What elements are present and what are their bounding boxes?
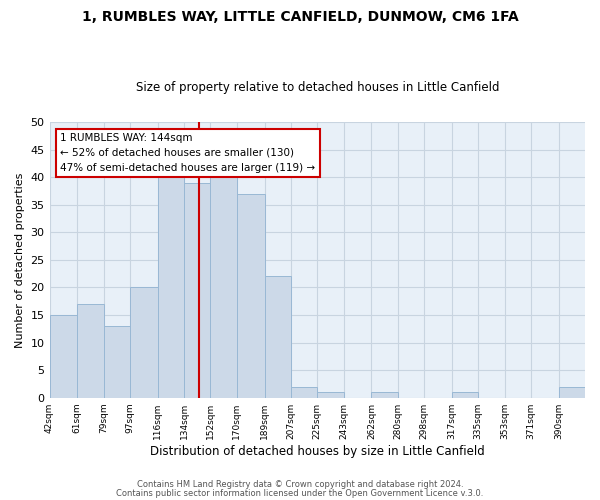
Bar	[158, 172, 184, 398]
Bar	[130, 288, 158, 398]
Bar	[211, 166, 237, 398]
Y-axis label: Number of detached properties: Number of detached properties	[15, 172, 25, 348]
Text: 1 RUMBLES WAY: 144sqm
← 52% of detached houses are smaller (130)
47% of semi-det: 1 RUMBLES WAY: 144sqm ← 52% of detached …	[60, 133, 316, 172]
Bar	[50, 315, 77, 398]
Text: Contains HM Land Registry data © Crown copyright and database right 2024.: Contains HM Land Registry data © Crown c…	[137, 480, 463, 489]
Bar	[265, 276, 291, 398]
Bar	[291, 386, 317, 398]
Title: Size of property relative to detached houses in Little Canfield: Size of property relative to detached ho…	[136, 82, 499, 94]
Bar	[77, 304, 104, 398]
Bar	[452, 392, 478, 398]
Bar	[317, 392, 344, 398]
Bar	[559, 386, 585, 398]
Text: 1, RUMBLES WAY, LITTLE CANFIELD, DUNMOW, CM6 1FA: 1, RUMBLES WAY, LITTLE CANFIELD, DUNMOW,…	[82, 10, 518, 24]
Bar	[104, 326, 130, 398]
X-axis label: Distribution of detached houses by size in Little Canfield: Distribution of detached houses by size …	[150, 444, 485, 458]
Bar	[184, 182, 211, 398]
Bar	[237, 194, 265, 398]
Bar	[371, 392, 398, 398]
Text: Contains public sector information licensed under the Open Government Licence v.: Contains public sector information licen…	[116, 488, 484, 498]
